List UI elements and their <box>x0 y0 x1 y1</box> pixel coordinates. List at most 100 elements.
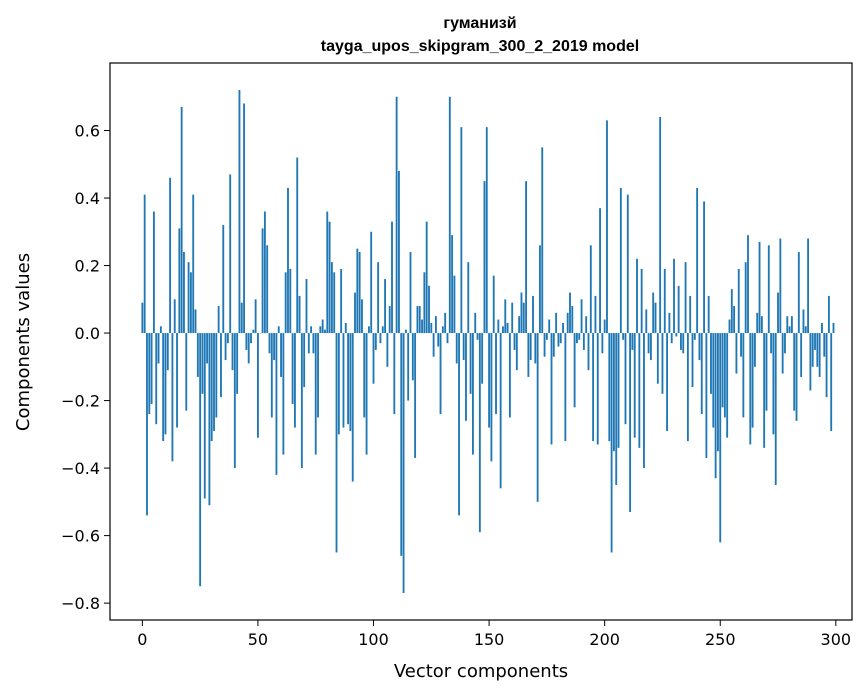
bar-200 <box>603 319 606 334</box>
x-axis-ticks: 0 50 100 150 200 250 300 <box>137 620 851 649</box>
bar-19 <box>185 333 188 411</box>
bar-231 <box>675 333 678 337</box>
bar-247 <box>712 333 715 428</box>
bar-86 <box>340 268 343 334</box>
bar-233 <box>680 333 682 350</box>
bar-155 <box>499 333 502 489</box>
bar-49 <box>254 299 257 334</box>
bar-279 <box>786 316 789 334</box>
bar-288 <box>807 238 810 334</box>
bar-30 <box>210 333 213 442</box>
bar-294 <box>821 322 823 334</box>
bar-252 <box>723 333 726 418</box>
bar-43 <box>240 302 243 334</box>
bar-45 <box>245 333 248 350</box>
bar-239 <box>693 333 696 340</box>
bar-148 <box>483 181 486 334</box>
bar-20 <box>187 262 190 334</box>
bar-130 <box>441 326 444 334</box>
bar-62 <box>284 272 287 334</box>
bar-124 <box>428 285 430 334</box>
bar-276 <box>779 238 782 334</box>
bar-232 <box>677 285 680 334</box>
bar-165 <box>522 302 525 334</box>
bar-90 <box>349 333 352 431</box>
bar-13 <box>171 333 174 462</box>
bar-91 <box>351 333 354 482</box>
bar-21 <box>189 272 192 334</box>
bar-106 <box>386 333 389 367</box>
y-tick-label: −0.4 <box>61 459 100 478</box>
bar-85 <box>337 333 340 435</box>
bar-113 <box>402 333 405 593</box>
bar-134 <box>451 235 454 334</box>
bar-9 <box>162 333 165 442</box>
bar-170 <box>534 333 537 364</box>
bar-28 <box>206 333 209 364</box>
bar-177 <box>550 333 553 445</box>
bar-8 <box>159 326 162 334</box>
bar-244 <box>705 333 708 458</box>
bar-117 <box>411 333 414 381</box>
bar-119 <box>416 306 419 334</box>
bar-107 <box>388 306 391 334</box>
bar-182 <box>562 322 564 334</box>
bar-159 <box>508 333 511 418</box>
bar-109 <box>393 333 396 415</box>
bar-297 <box>827 295 830 334</box>
bar-266 <box>756 312 759 334</box>
y-tick-label: 0.0 <box>75 324 100 343</box>
bar-285 <box>800 333 803 377</box>
bar-89 <box>347 333 350 425</box>
bar-72 <box>307 333 310 354</box>
bar-185 <box>569 292 571 334</box>
bar-293 <box>818 333 821 377</box>
bar-243 <box>703 201 705 334</box>
bar-268 <box>760 316 763 334</box>
bar-220 <box>649 333 652 361</box>
bar-210 <box>626 194 629 334</box>
bar-214 <box>636 258 638 334</box>
y-tick-label: 0.6 <box>75 122 100 141</box>
bar-42 <box>238 90 241 334</box>
bar-287 <box>804 326 807 334</box>
bar-76 <box>317 333 319 418</box>
y-tick-label: −0.6 <box>61 527 100 546</box>
bar-175 <box>545 333 548 340</box>
bar-265 <box>753 333 756 367</box>
bar-15 <box>176 333 178 428</box>
bar-38 <box>229 174 232 334</box>
bar-241 <box>698 333 701 361</box>
bar-57 <box>273 333 276 361</box>
bar-104 <box>381 326 384 334</box>
bar-84 <box>335 333 338 553</box>
bar-186 <box>571 306 574 334</box>
bar-80 <box>326 211 329 334</box>
bar-216 <box>640 268 643 334</box>
bar-35 <box>222 225 225 334</box>
bar-137 <box>458 333 460 516</box>
bar-234 <box>682 333 685 354</box>
bar-193 <box>587 333 590 371</box>
bar-40 <box>233 333 236 469</box>
bar-39 <box>231 333 234 371</box>
bar-161 <box>513 333 516 350</box>
bar-126 <box>432 333 435 357</box>
x-tick-label: 300 <box>821 630 852 649</box>
bar-149 <box>485 127 488 334</box>
bar-146 <box>478 333 481 533</box>
bar-225 <box>661 333 664 394</box>
bar-140 <box>465 333 467 421</box>
bar-187 <box>573 333 576 408</box>
bar-191 <box>582 333 585 350</box>
bar-120 <box>418 306 421 334</box>
bar-230 <box>673 258 675 334</box>
y-axis-label: Components values <box>13 253 34 431</box>
bar-125 <box>430 322 433 334</box>
bar-77 <box>319 326 322 334</box>
bar-295 <box>823 333 826 357</box>
bar-189 <box>578 333 581 340</box>
bar-47 <box>250 333 252 344</box>
bar-150 <box>488 333 491 428</box>
